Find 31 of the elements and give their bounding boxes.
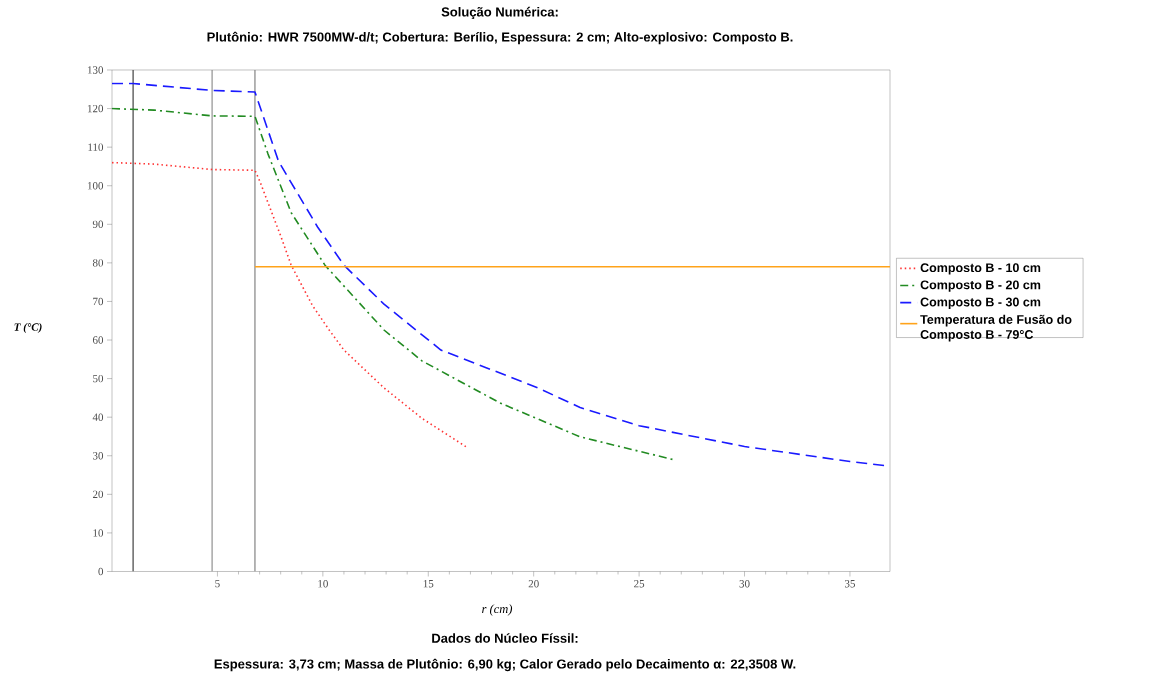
x-tick-label: 10	[318, 580, 328, 588]
x-tick-label: 15	[423, 580, 434, 588]
y-tick-label: 80	[92, 259, 104, 267]
y-tick-label: 100	[87, 182, 104, 190]
legend-label: Composto B - 30 cm	[920, 297, 1041, 309]
y-tick-label: 120	[87, 104, 104, 113]
y-tick-label: 90	[92, 220, 104, 229]
x-tick-label: 30	[739, 580, 750, 588]
y-tick-label: 0	[98, 567, 104, 576]
chart-subtitle: Plutônio: HWR 7500MW-d/t; Cobertura: Berílio, Espessura: 2 cm; Alto-explosivo: Composto B.	[207, 31, 793, 45]
text: Espessura: 3,73 cm; Massa de Plutônio: 6,90 kg; Calor Gerado pelo Decaimento α: 22,3508 W.	[214, 658, 796, 672]
y-tick-label: 30	[93, 452, 104, 460]
legend-label: Composto B - 10 cm	[920, 263, 1041, 275]
y-tick-label: 70	[93, 297, 104, 306]
x-tick-label: 25	[634, 580, 645, 588]
y-tick-label: 110	[88, 143, 104, 151]
y-tick-label: 130	[87, 66, 104, 74]
y-tick-label: 60	[92, 336, 104, 344]
x-axis-title: r (cm)	[482, 604, 513, 616]
text: Dados do Núcleo Físsil:	[432, 633, 578, 643]
y-axis-title: T (°C)	[14, 323, 42, 333]
y-tick-label: 50	[93, 374, 104, 383]
y-tick-label: 20	[92, 490, 104, 499]
x-tick-label: 35	[844, 580, 856, 588]
legend-label: Composto B - 20 cm	[920, 280, 1041, 292]
y-tick-label: 10	[93, 529, 104, 537]
x-tick-label: 5	[215, 580, 220, 588]
chart-title: Solução Numérica:	[441, 6, 558, 20]
x-tick-label: 20	[528, 580, 539, 588]
legend-label: Temperatura de Fusão do Composto B - 79°C	[920, 314, 1072, 342]
y-tick-label: 40	[92, 413, 104, 421]
